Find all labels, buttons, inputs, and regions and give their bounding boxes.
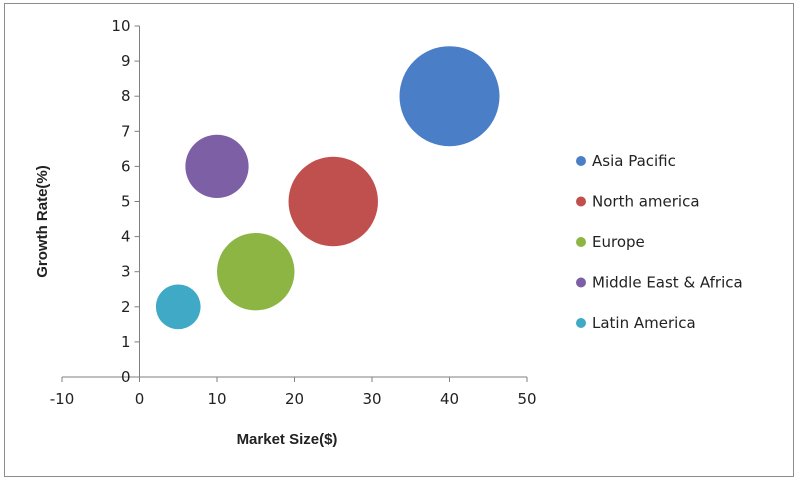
y-tick-label: 2 bbox=[121, 298, 131, 316]
x-tick-label: 20 bbox=[285, 390, 304, 408]
bubble-chart: -10 0 10 20 30 40 50 0 1 2 3 4 5 6 7 8 9 10 Market Size(… bbox=[34, 17, 743, 448]
legend-label: Latin America bbox=[592, 314, 696, 332]
y-tick-label: 8 bbox=[121, 87, 131, 105]
y-tick-label: 3 bbox=[121, 263, 131, 281]
x-axis-ticks: -10 0 10 20 30 40 50 bbox=[50, 377, 537, 408]
legend-label: Middle East & Africa bbox=[592, 274, 743, 292]
legend-marker bbox=[576, 196, 586, 207]
y-tick-label: 7 bbox=[121, 122, 131, 140]
y-tick-label: 1 bbox=[121, 333, 131, 351]
bubble-north-america bbox=[288, 156, 378, 247]
bubble-europe bbox=[217, 232, 295, 311]
legend-marker bbox=[576, 318, 586, 328]
y-tick-label: 5 bbox=[121, 193, 131, 211]
legend: Asia Pacific North america Europe Middle Ea… bbox=[576, 152, 743, 332]
x-tick-label: 50 bbox=[517, 390, 536, 408]
legend-marker bbox=[576, 237, 586, 247]
legend-marker bbox=[576, 277, 586, 288]
bubble-latin-america bbox=[155, 284, 201, 330]
y-tick-label: 10 bbox=[111, 17, 130, 35]
chart-frame: -10 0 10 20 30 40 50 0 1 2 3 4 5 6 7 8 9 10 Market Size(… bbox=[4, 3, 794, 477]
legend-label: Asia Pacific bbox=[592, 152, 676, 170]
x-tick-label: 0 bbox=[135, 390, 145, 408]
x-axis-title: Market Size($) bbox=[237, 431, 338, 448]
bubble-asia-pacific bbox=[399, 46, 500, 147]
legend-label: Europe bbox=[592, 233, 645, 251]
legend-marker bbox=[576, 156, 586, 166]
legend-label: North america bbox=[592, 193, 700, 211]
y-tick-label: 9 bbox=[121, 52, 131, 70]
bubble-middle-east-africa bbox=[185, 134, 249, 199]
y-axis-title: Growth Rate(%) bbox=[34, 165, 51, 278]
x-tick-label: -10 bbox=[50, 390, 75, 408]
y-tick-label: 4 bbox=[121, 228, 131, 246]
x-tick-label: 40 bbox=[440, 390, 459, 408]
bubbles bbox=[155, 46, 500, 330]
y-axis-ticks: 0 1 2 3 4 5 6 7 8 9 10 bbox=[111, 17, 140, 386]
x-tick-label: 30 bbox=[362, 390, 381, 408]
y-tick-label: 6 bbox=[121, 157, 131, 175]
x-tick-label: 10 bbox=[207, 390, 226, 408]
y-tick-label: 0 bbox=[121, 368, 131, 386]
